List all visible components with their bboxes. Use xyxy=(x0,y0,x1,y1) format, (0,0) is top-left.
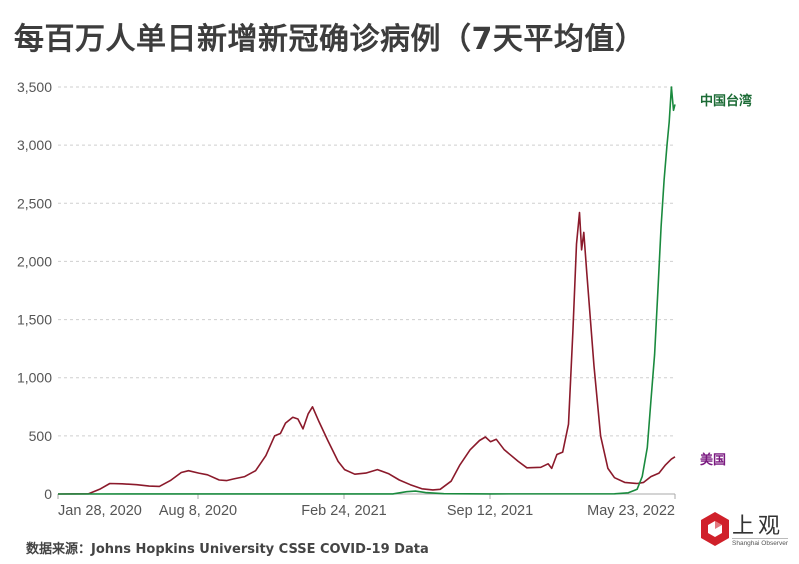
shanghai-observer-logo: 上观 Shanghai Observer xyxy=(700,508,796,554)
y-tick-label: 2,500 xyxy=(17,195,52,211)
x-tick-label: Sep 12, 2021 xyxy=(447,503,533,519)
y-tick-label: 0 xyxy=(44,486,52,502)
logo-text-cn: 上观 xyxy=(732,514,785,539)
y-tick-label: 500 xyxy=(29,428,53,444)
series-line xyxy=(57,211,676,495)
x-axis: Jan 28, 2020 Aug 8, 2020 Feb 24, 2021 Sep 1… xyxy=(57,493,676,519)
x-tick-label: Aug 8, 2020 xyxy=(159,503,237,519)
y-tick-label: 2,000 xyxy=(17,253,52,269)
plot-area xyxy=(57,86,676,495)
y-tick-label: 3,000 xyxy=(17,137,52,153)
y-tick-label: 1,500 xyxy=(17,312,52,328)
series-label: 中国台湾 xyxy=(700,93,752,109)
data-source: 数据来源：Johns Hopkins University CSSE COVID… xyxy=(26,542,429,557)
series-line xyxy=(57,86,676,495)
x-tick-label: May 23, 2022 xyxy=(587,503,675,519)
logo-icon xyxy=(701,512,729,546)
x-tick-label: Feb 24, 2021 xyxy=(301,503,386,519)
y-tick-label: 3,500 xyxy=(17,79,52,95)
x-tick-label: Jan 28, 2020 xyxy=(58,503,142,519)
series-label: 美国 xyxy=(700,452,726,468)
y-axis: 0 500 1,000 1,500 2,000 2,500 3,000 3,500 xyxy=(17,79,675,502)
logo-text-en: Shanghai Observer xyxy=(732,538,789,547)
chart-title: 每百万人单日新增新冠确诊病例（7天平均值） xyxy=(14,22,646,57)
y-tick-label: 1,000 xyxy=(17,370,52,386)
